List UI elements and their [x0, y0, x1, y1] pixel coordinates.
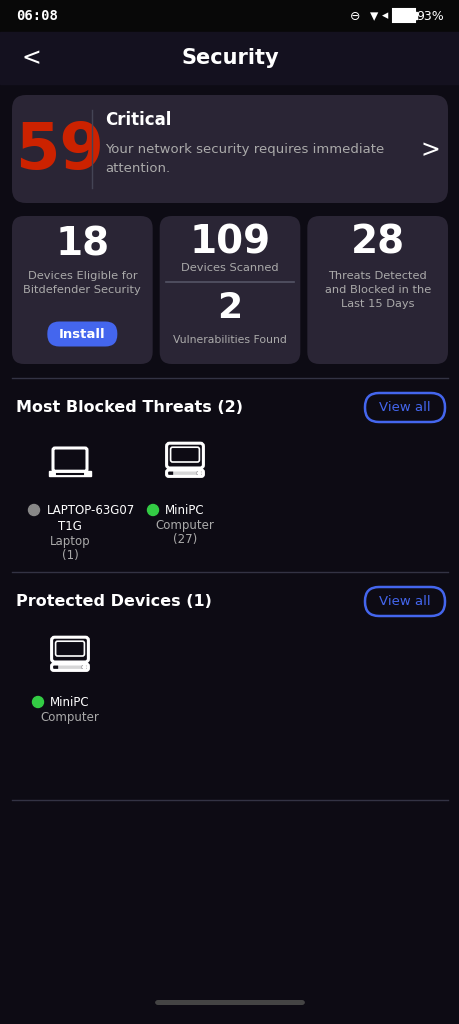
Text: Devices Scanned: Devices Scanned	[181, 263, 278, 273]
Text: Computer: Computer	[40, 712, 99, 725]
Bar	[0, 0, 459, 32]
FancyBboxPatch shape	[170, 447, 199, 462]
Text: Bitdefender Security: Bitdefender Security	[23, 285, 141, 295]
Text: Most Blocked Threats (2): Most Blocked Threats (2)	[16, 399, 242, 415]
FancyBboxPatch shape	[159, 216, 300, 364]
Bar	[414, 12, 417, 19]
Text: attention.: attention.	[105, 162, 170, 174]
Circle shape	[28, 505, 39, 515]
Text: View all: View all	[378, 595, 430, 608]
Text: <: <	[22, 46, 42, 70]
FancyBboxPatch shape	[53, 449, 87, 471]
Text: ◂: ◂	[381, 9, 387, 23]
Text: Last 15 Days: Last 15 Days	[340, 299, 414, 309]
Text: >: >	[419, 138, 439, 162]
Text: ⊖: ⊖	[349, 9, 360, 23]
Text: Critical: Critical	[105, 111, 171, 129]
Text: 93%: 93%	[415, 9, 443, 23]
Circle shape	[147, 505, 158, 515]
FancyBboxPatch shape	[12, 216, 152, 364]
Text: 2: 2	[217, 291, 242, 325]
Text: MiniPC: MiniPC	[50, 695, 90, 709]
Text: View all: View all	[378, 401, 430, 414]
Text: Threats Detected: Threats Detected	[328, 271, 426, 281]
Circle shape	[83, 666, 86, 669]
Text: and Blocked in the: and Blocked in the	[324, 285, 430, 295]
Text: ▾: ▾	[369, 7, 378, 25]
FancyBboxPatch shape	[166, 443, 203, 468]
Text: LAPTOP-63G07: LAPTOP-63G07	[47, 504, 135, 516]
Bar	[393, 10, 412, 22]
FancyBboxPatch shape	[51, 637, 88, 662]
FancyBboxPatch shape	[307, 216, 447, 364]
Text: Vulnerabilities Found: Vulnerabilities Found	[173, 335, 286, 345]
Text: (1): (1)	[62, 550, 78, 562]
Circle shape	[33, 696, 44, 708]
Text: 59: 59	[16, 120, 104, 182]
Circle shape	[197, 471, 201, 475]
Text: 18: 18	[55, 225, 109, 263]
FancyBboxPatch shape	[47, 322, 117, 346]
FancyBboxPatch shape	[166, 470, 203, 476]
Text: Devices Eligible for: Devices Eligible for	[28, 271, 137, 281]
Text: T1G: T1G	[58, 519, 82, 532]
Bar	[0, 32, 459, 84]
Text: Computer: Computer	[155, 519, 214, 532]
FancyBboxPatch shape	[155, 1000, 304, 1005]
FancyBboxPatch shape	[56, 641, 84, 656]
Text: Laptop: Laptop	[50, 536, 90, 549]
Text: MiniPC: MiniPC	[165, 504, 204, 516]
Text: 28: 28	[350, 224, 404, 262]
Bar	[49, 471, 91, 475]
FancyBboxPatch shape	[51, 664, 88, 671]
Text: Install: Install	[59, 328, 106, 341]
Bar	[392, 9, 414, 22]
Text: (27): (27)	[173, 534, 197, 547]
Text: Protected Devices (1): Protected Devices (1)	[16, 594, 212, 608]
Text: Security: Security	[181, 48, 278, 68]
FancyBboxPatch shape	[12, 95, 447, 203]
Text: 109: 109	[189, 224, 270, 262]
Text: 06:08: 06:08	[16, 9, 58, 23]
Text: Your network security requires immediate: Your network security requires immediate	[105, 143, 383, 157]
